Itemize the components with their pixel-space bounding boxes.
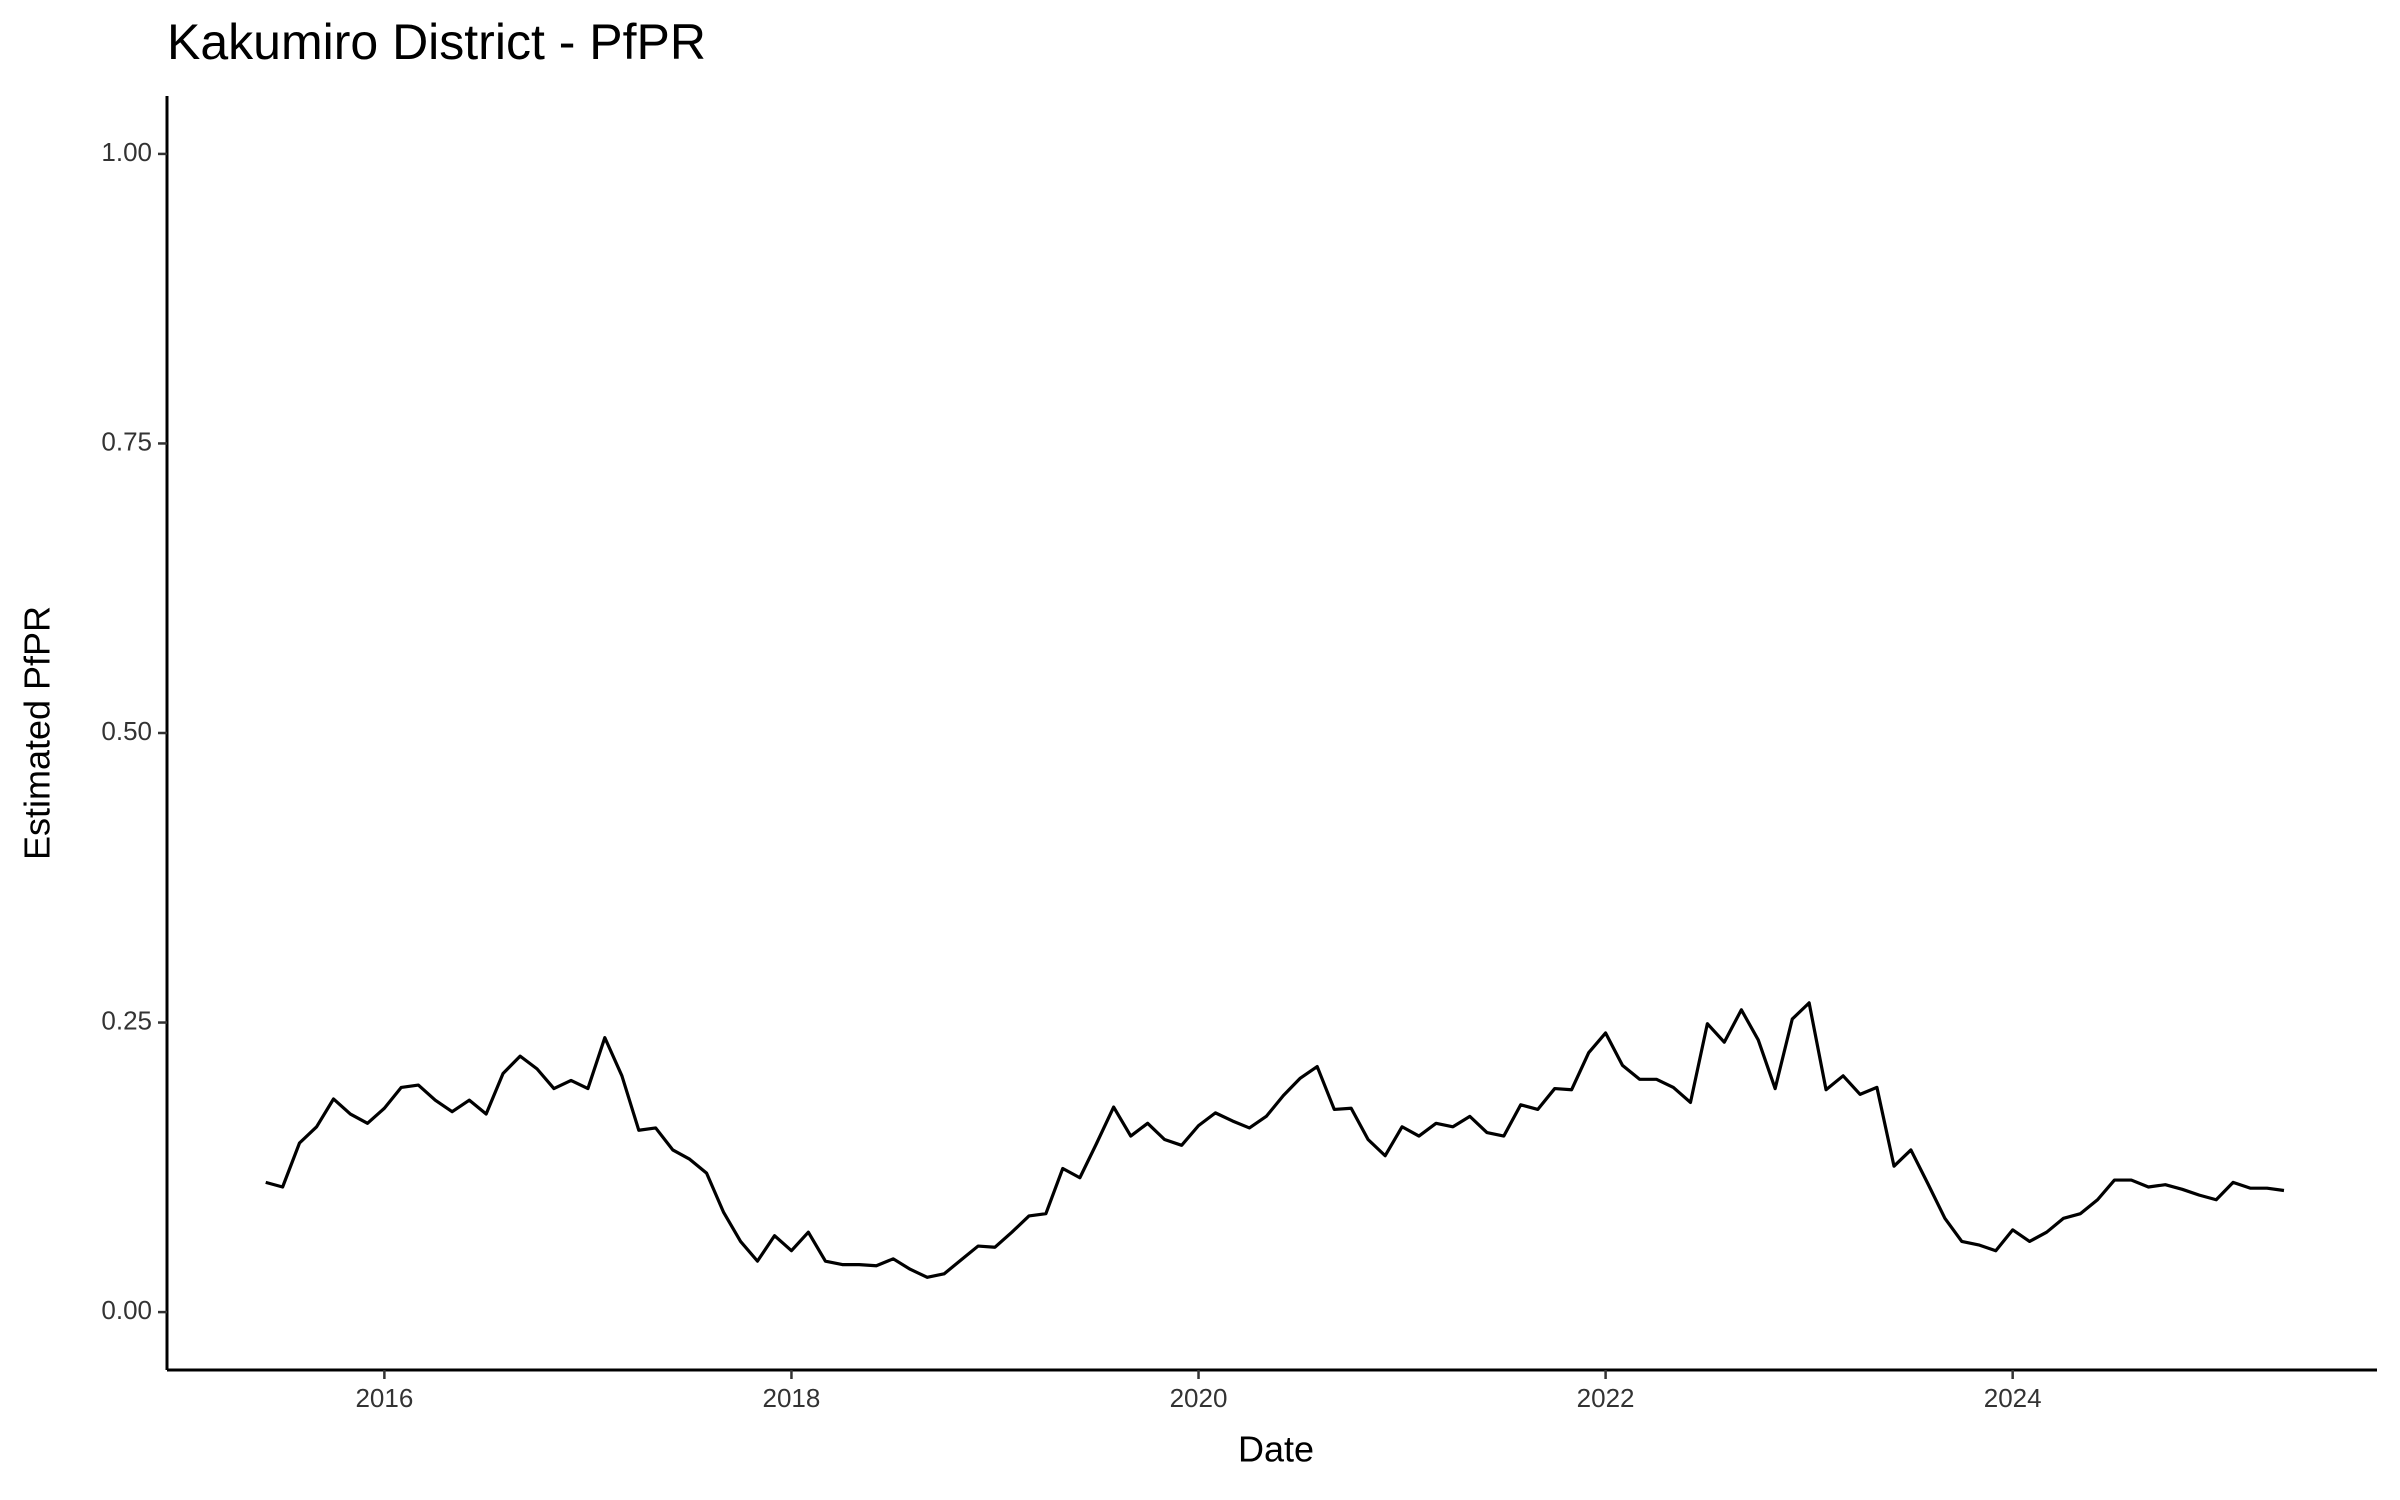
x-tick-label: 2020 [1170,1383,1228,1413]
y-tick-label: 0.75 [101,426,152,456]
data-line [265,1001,2285,1279]
chart-title: Kakumiro District - PfPR [167,14,706,70]
x-tick-label: 2018 [763,1383,821,1413]
y-tick-label: 0.00 [101,1295,152,1325]
y-tick-label: 0.50 [101,716,152,746]
y-tick-label: 1.00 [101,137,152,167]
x-tick-label: 2016 [355,1383,413,1413]
x-axis-title: Date [1238,1429,1314,1470]
x-tick-label: 2024 [1984,1383,2042,1413]
y-tick-label: 0.25 [101,1005,152,1035]
x-tick-label: 2022 [1577,1383,1635,1413]
y-axis-title: Estimated PfPR [17,606,58,860]
